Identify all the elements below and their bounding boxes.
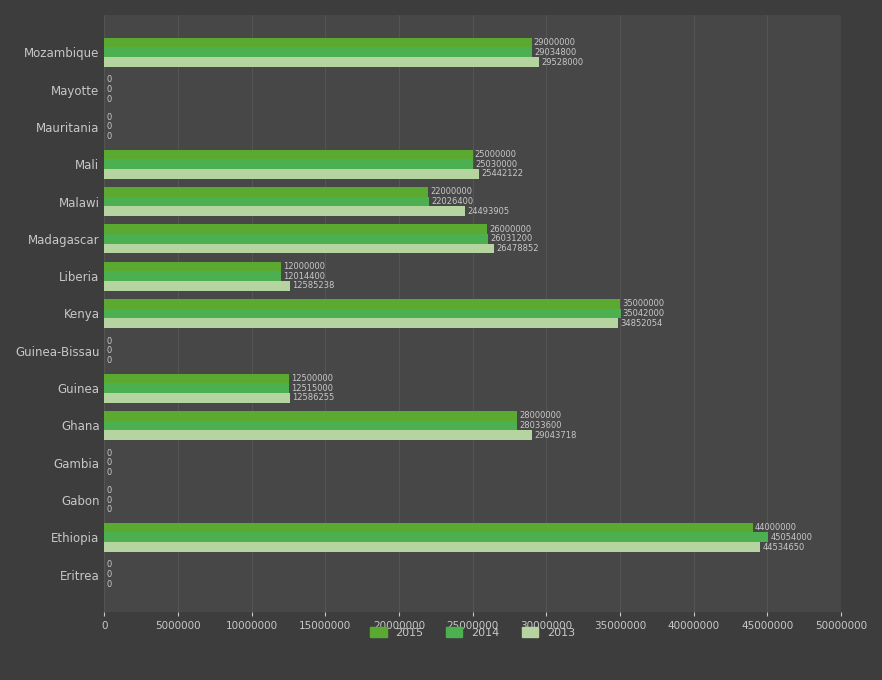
- Text: 0: 0: [107, 85, 112, 94]
- Bar: [104, 48, 532, 57]
- Bar: [104, 243, 495, 254]
- Text: 0: 0: [107, 122, 112, 131]
- Bar: [104, 393, 290, 403]
- Bar: [104, 234, 488, 243]
- Text: 28000000: 28000000: [519, 411, 561, 420]
- Bar: [104, 197, 429, 207]
- Text: 12014400: 12014400: [283, 272, 325, 281]
- Text: 29528000: 29528000: [542, 58, 584, 67]
- Bar: [104, 373, 288, 384]
- Text: 0: 0: [107, 75, 112, 84]
- Bar: [104, 430, 532, 440]
- Bar: [104, 38, 532, 48]
- Text: 29034800: 29034800: [534, 48, 577, 57]
- Bar: [104, 169, 479, 179]
- Bar: [104, 281, 290, 291]
- Bar: [104, 532, 768, 542]
- Bar: [104, 411, 517, 420]
- Text: 35000000: 35000000: [622, 299, 664, 308]
- Text: 0: 0: [107, 449, 112, 458]
- Text: 12500000: 12500000: [291, 374, 333, 383]
- Bar: [104, 224, 488, 234]
- Text: 26031200: 26031200: [490, 235, 533, 243]
- Text: 0: 0: [107, 496, 112, 505]
- Text: 0: 0: [107, 458, 112, 467]
- Text: 29043718: 29043718: [534, 430, 577, 439]
- Bar: [104, 271, 281, 281]
- Text: 28033600: 28033600: [519, 421, 562, 430]
- Text: 22000000: 22000000: [430, 188, 473, 197]
- Bar: [104, 299, 620, 309]
- Text: 25030000: 25030000: [475, 160, 518, 169]
- Text: 26478852: 26478852: [497, 244, 539, 253]
- Text: 0: 0: [107, 505, 112, 514]
- Text: 0: 0: [107, 580, 112, 589]
- Bar: [104, 309, 621, 318]
- Text: 26000000: 26000000: [490, 224, 532, 234]
- Bar: [104, 262, 281, 271]
- Text: 0: 0: [107, 113, 112, 122]
- Text: 0: 0: [107, 570, 112, 579]
- Bar: [104, 384, 288, 393]
- Text: 24493905: 24493905: [467, 207, 510, 216]
- Legend: 2015, 2014, 2013: 2015, 2014, 2013: [365, 622, 579, 642]
- Text: 45054000: 45054000: [770, 533, 812, 542]
- Bar: [104, 542, 760, 552]
- Text: 0: 0: [107, 356, 112, 365]
- Text: 29000000: 29000000: [534, 38, 576, 47]
- Bar: [104, 207, 465, 216]
- Text: 34852054: 34852054: [620, 319, 662, 328]
- Text: 22026400: 22026400: [431, 197, 473, 206]
- Text: 25000000: 25000000: [475, 150, 517, 159]
- Bar: [104, 523, 752, 532]
- Text: 12586255: 12586255: [292, 393, 334, 403]
- Bar: [104, 150, 473, 159]
- Text: 35042000: 35042000: [623, 309, 665, 318]
- Text: 0: 0: [107, 346, 112, 355]
- Text: 44534650: 44534650: [763, 543, 805, 551]
- Text: 0: 0: [107, 468, 112, 477]
- Bar: [104, 420, 518, 430]
- Text: 25442122: 25442122: [482, 169, 523, 178]
- Text: 0: 0: [107, 560, 112, 569]
- Text: 44000000: 44000000: [755, 523, 796, 532]
- Text: 0: 0: [107, 337, 112, 345]
- Bar: [104, 318, 617, 328]
- Text: 0: 0: [107, 95, 112, 104]
- Text: 0: 0: [107, 486, 112, 495]
- Text: 12000000: 12000000: [283, 262, 325, 271]
- Bar: [104, 57, 540, 67]
- Text: 12515000: 12515000: [291, 384, 333, 392]
- Text: 0: 0: [107, 132, 112, 141]
- Bar: [104, 187, 429, 197]
- Text: 12585238: 12585238: [292, 282, 334, 290]
- Bar: [104, 159, 473, 169]
